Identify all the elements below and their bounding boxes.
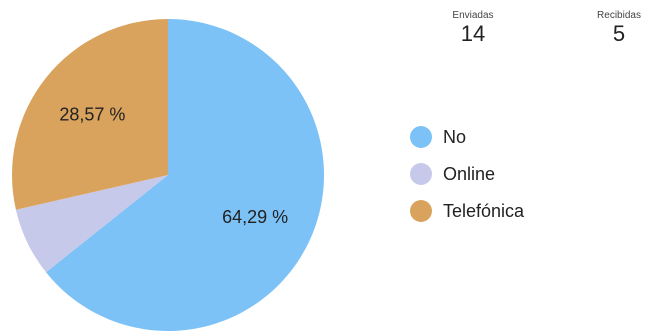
pie-slice-telefonica[interactable]	[11, 19, 169, 210]
legend-swatch-telefonica	[410, 200, 432, 222]
chart-legend: No Online Telefónica	[410, 126, 525, 238]
pie-slice-online[interactable]	[15, 175, 169, 273]
legend-swatch-online	[410, 163, 432, 185]
pie-chart: 64,29 % 28,57 %	[11, 19, 324, 331]
pie-slice-no[interactable]	[46, 19, 324, 331]
sent-value: 14	[460, 21, 486, 46]
legend-label-telefonica: Telefónica	[443, 200, 525, 221]
data-label-no: 64,29 %	[222, 207, 288, 227]
legend-swatch-no	[410, 126, 432, 148]
received-value: 5	[612, 21, 626, 46]
legend-label-online: Online	[443, 163, 496, 184]
received-label: Recibidas	[597, 10, 641, 21]
sent-label: Enviadas	[452, 10, 494, 21]
data-label-telefonica: 28,57 %	[59, 105, 125, 125]
received-stat: Recibidas 5	[574, 10, 651, 46]
legend-item-no[interactable]: No	[410, 126, 524, 148]
legend-label-no: No	[443, 126, 467, 147]
legend-item-telefonica[interactable]: Telefónica	[410, 200, 525, 222]
legend-item-online[interactable]: Online	[410, 163, 524, 185]
sent-stat: Enviadas 14	[428, 10, 518, 46]
